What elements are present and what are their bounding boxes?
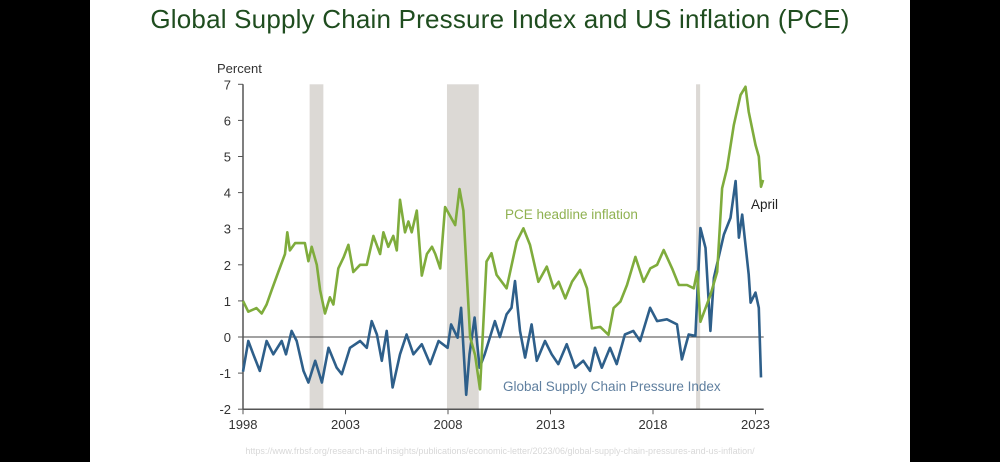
recession-shade xyxy=(696,84,701,410)
y-tick-label: -2 xyxy=(219,402,231,417)
y-tick-label: 0 xyxy=(224,330,231,345)
x-tick-label: 2008 xyxy=(434,417,463,432)
y-tick-label: 2 xyxy=(224,258,231,273)
slide-panel xyxy=(90,0,910,462)
annotation-april: April xyxy=(751,197,778,212)
y-axis-label: Percent xyxy=(217,61,262,76)
chart-title: Global Supply Chain Pressure Index and U… xyxy=(150,4,850,34)
y-tick-label: 7 xyxy=(224,77,231,92)
series-line-gscpi xyxy=(241,179,763,397)
x-tick-label: 2003 xyxy=(331,417,360,432)
source-url: https://www.frbsf.org/research-and-insig… xyxy=(245,446,755,456)
recession-shade xyxy=(446,84,479,410)
series-label-pce: PCE headline inflation xyxy=(505,207,638,222)
y-tick-label: 4 xyxy=(224,186,231,201)
x-tick-label: 2018 xyxy=(639,417,668,432)
series-line-pce xyxy=(241,85,765,391)
y-tick-label: 5 xyxy=(224,150,231,165)
y-tick-label: 1 xyxy=(224,294,231,309)
y-tick-label: -1 xyxy=(219,366,231,381)
y-tick-label: 6 xyxy=(224,113,231,128)
y-tick-label: 3 xyxy=(224,222,231,237)
x-tick-label: 2023 xyxy=(741,417,770,432)
series-label-gscpi: Global Supply Chain Pressure Index xyxy=(503,379,721,394)
recession-shade xyxy=(309,84,324,410)
x-tick-label: 2013 xyxy=(536,417,565,432)
x-tick-label: 1998 xyxy=(229,417,258,432)
